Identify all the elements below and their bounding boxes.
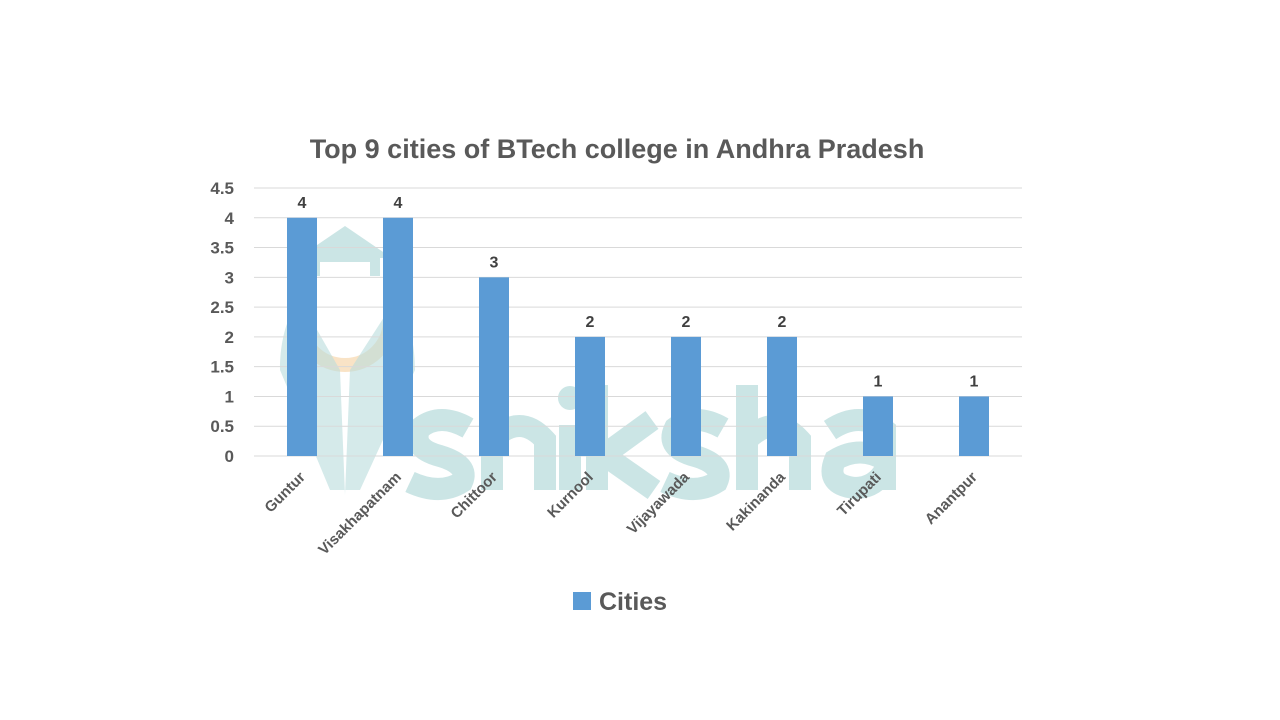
bar	[959, 396, 989, 456]
y-tick-label: 4.5	[210, 179, 234, 198]
y-tick-label: 1	[225, 387, 234, 406]
data-label: 2	[682, 314, 691, 331]
bar	[575, 336, 605, 456]
y-tick-label: 3	[225, 268, 234, 287]
y-tick-label: 0	[225, 447, 234, 466]
legend: Cities	[573, 588, 667, 616]
bar	[479, 277, 509, 456]
bar	[287, 217, 317, 456]
legend-label: Cities	[599, 588, 667, 616]
data-label: 2	[586, 314, 595, 331]
data-label: 1	[874, 373, 883, 390]
chart-title: Top 9 cities of BTech college in Andhra …	[310, 134, 925, 164]
data-label: 2	[778, 314, 787, 331]
x-tick-label: Guntur	[261, 469, 308, 516]
legend-swatch	[573, 592, 591, 610]
y-tick-label: 2	[225, 328, 234, 347]
y-tick-label: 0.5	[210, 417, 234, 436]
y-tick-label: 2.5	[210, 298, 234, 317]
data-label: 1	[970, 373, 979, 390]
y-tick-label: 3.5	[210, 239, 234, 258]
data-label: 4	[298, 195, 307, 212]
y-tick-label: 1.5	[210, 358, 234, 377]
x-tick-label: Anantpur	[922, 469, 981, 528]
bar	[767, 336, 797, 456]
bar	[383, 217, 413, 456]
y-tick-label: 4	[225, 209, 235, 228]
data-label: 3	[490, 254, 499, 271]
bar	[671, 336, 701, 456]
bar	[863, 396, 893, 456]
data-label: 4	[394, 195, 403, 212]
